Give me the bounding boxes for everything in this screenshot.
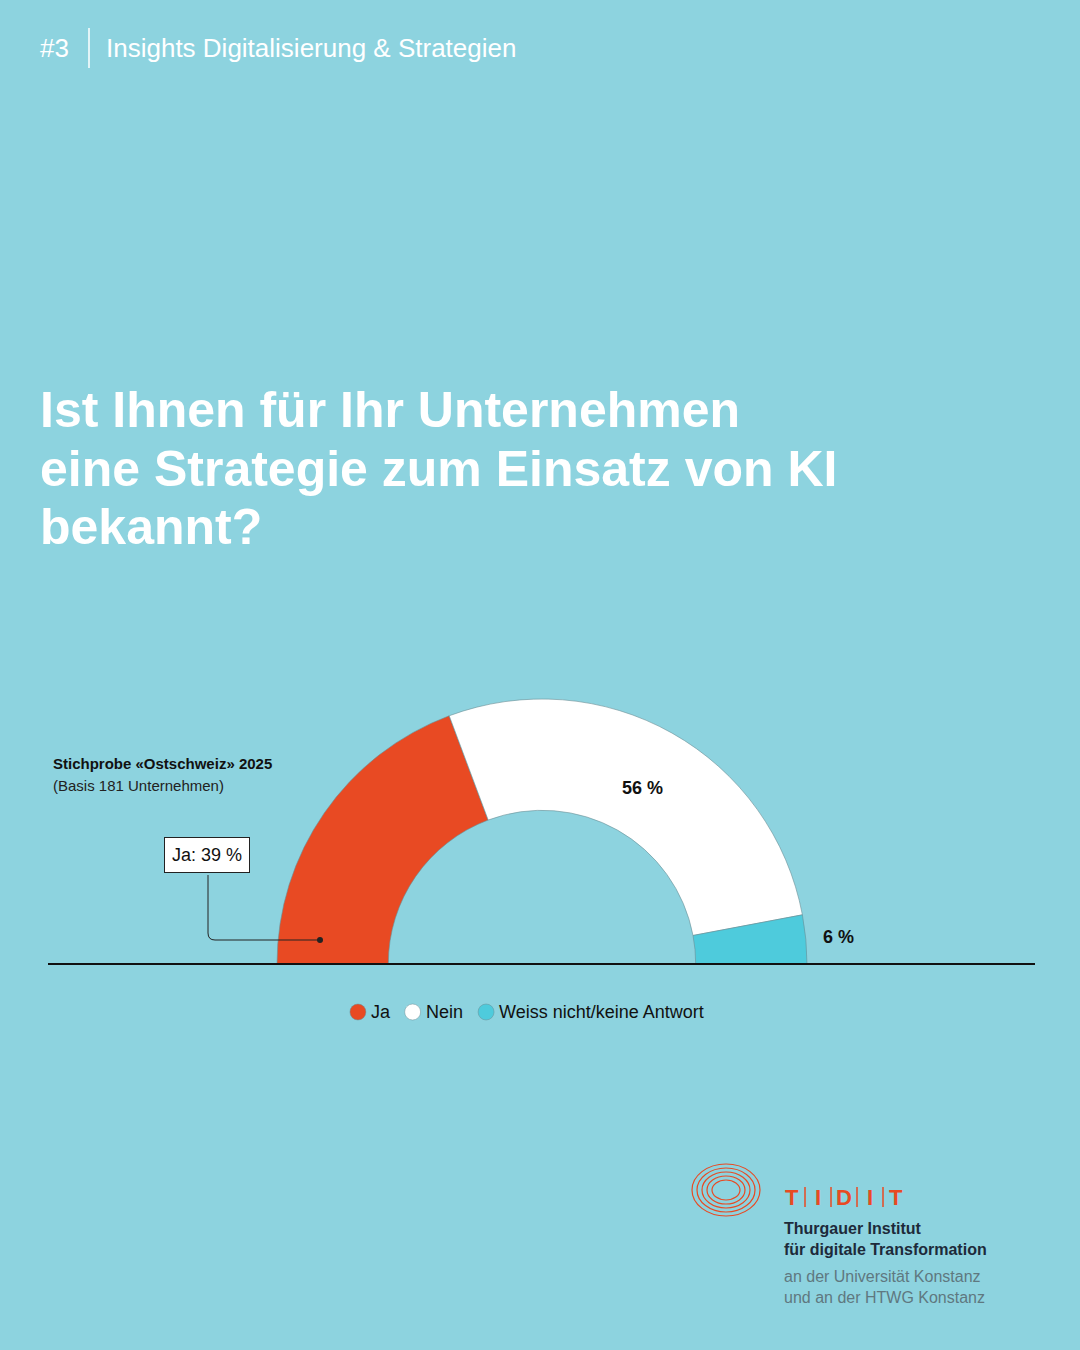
svg-text:D: D (836, 1185, 852, 1210)
svg-text:Thurgauer Institut: Thurgauer Institut (784, 1220, 922, 1237)
svg-text:I: I (867, 1185, 873, 1210)
svg-text:für digitale Transformation: für digitale Transformation (784, 1241, 987, 1258)
svg-text:Insights Digitalisierung & Str: Insights Digitalisierung & Strategien (106, 33, 516, 63)
svg-text:Ja: 39 %: Ja: 39 % (172, 845, 242, 865)
svg-text:Stichprobe «Ostschweiz» 2025: Stichprobe «Ostschweiz» 2025 (53, 755, 272, 772)
svg-text:und an der HTWG Konstanz: und an der HTWG Konstanz (784, 1289, 985, 1306)
svg-text:T: T (785, 1185, 799, 1210)
svg-text:bekannt?: bekannt? (40, 499, 262, 555)
svg-text:#3: #3 (40, 33, 69, 63)
svg-text:I: I (815, 1185, 821, 1210)
svg-text:T: T (889, 1185, 903, 1210)
svg-text:an der Universität Konstanz: an der Universität Konstanz (784, 1268, 981, 1285)
svg-text:Nein: Nein (426, 1002, 463, 1022)
svg-text:Ist Ihnen für Ihr Unternehmen: Ist Ihnen für Ihr Unternehmen (40, 382, 740, 438)
svg-text:56 %: 56 % (622, 778, 663, 798)
svg-text:Ja: Ja (371, 1002, 391, 1022)
svg-text:Weiss nicht/keine Antwort: Weiss nicht/keine Antwort (499, 1002, 704, 1022)
svg-text:(Basis 181 Unternehmen): (Basis 181 Unternehmen) (53, 777, 224, 794)
svg-text:6 %: 6 % (823, 927, 854, 947)
svg-text:eine Strategie zum Einsatz von: eine Strategie zum Einsatz von KI (40, 441, 837, 497)
